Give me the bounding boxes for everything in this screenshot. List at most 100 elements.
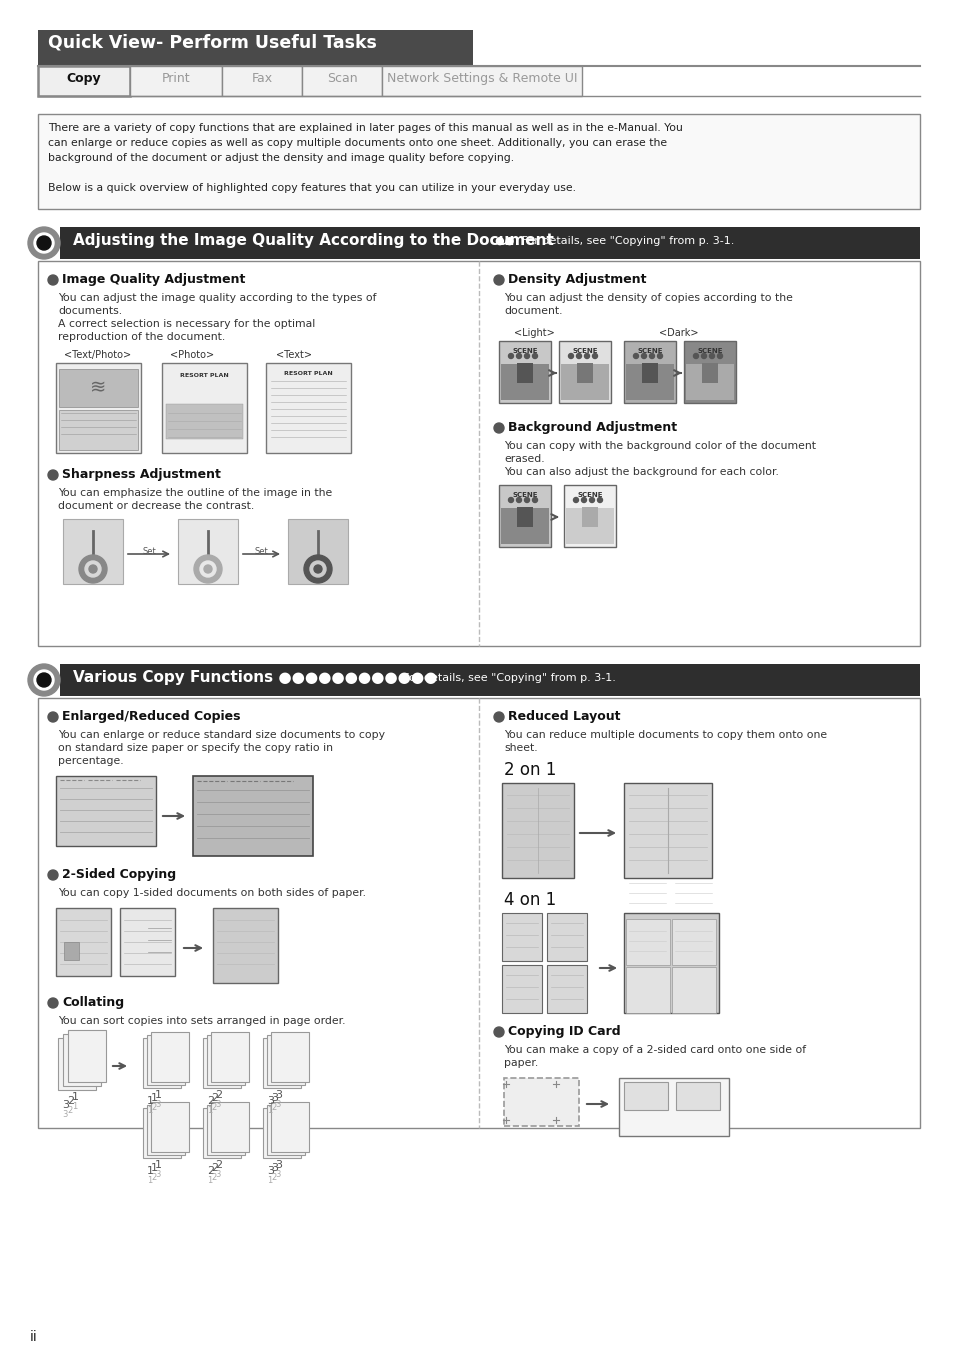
Text: RESORT PLAN: RESORT PLAN bbox=[179, 373, 228, 378]
Text: For details, see "Copying" from p. 3-1.: For details, see "Copying" from p. 3-1. bbox=[402, 674, 616, 683]
Bar bbox=[501, 965, 541, 1012]
Bar bbox=[38, 66, 130, 96]
Text: SCENE: SCENE bbox=[512, 491, 537, 498]
Bar bbox=[701, 363, 718, 383]
Text: 1: 1 bbox=[151, 1094, 158, 1103]
Text: 3: 3 bbox=[214, 1100, 220, 1108]
Text: You can sort copies into sets arranged in page order.: You can sort copies into sets arranged i… bbox=[58, 1017, 345, 1026]
Text: 2: 2 bbox=[207, 1096, 213, 1106]
Bar bbox=[211, 1031, 249, 1081]
Text: Various Copy Functions ●●●●●●●●●●●●: Various Copy Functions ●●●●●●●●●●●● bbox=[73, 670, 436, 684]
Circle shape bbox=[576, 354, 581, 359]
Text: 3: 3 bbox=[62, 1110, 68, 1119]
Text: You can reduce multiple documents to copy them onto one: You can reduce multiple documents to cop… bbox=[503, 730, 826, 740]
Circle shape bbox=[592, 354, 597, 359]
Bar bbox=[64, 942, 79, 960]
Circle shape bbox=[516, 354, 521, 359]
Circle shape bbox=[204, 566, 212, 572]
Bar bbox=[38, 698, 919, 1129]
Text: 2: 2 bbox=[67, 1106, 72, 1115]
Text: 1: 1 bbox=[267, 1106, 272, 1115]
Text: 2-Sided Copying: 2-Sided Copying bbox=[62, 868, 176, 882]
Text: 2: 2 bbox=[207, 1166, 213, 1176]
Circle shape bbox=[568, 354, 573, 359]
Bar bbox=[625, 364, 673, 400]
Bar bbox=[56, 909, 111, 976]
Text: sheet.: sheet. bbox=[503, 743, 537, 753]
Bar bbox=[498, 342, 551, 404]
Circle shape bbox=[89, 566, 97, 572]
Text: SCENE: SCENE bbox=[572, 348, 598, 354]
Bar bbox=[671, 967, 716, 1012]
Bar bbox=[143, 1108, 181, 1158]
Text: 3: 3 bbox=[214, 1170, 220, 1179]
Text: can enlarge or reduce copies as well as copy multiple documents onto one sheet. : can enlarge or reduce copies as well as … bbox=[48, 138, 666, 148]
Bar bbox=[60, 664, 919, 697]
Circle shape bbox=[494, 1027, 503, 1037]
Text: erased.: erased. bbox=[503, 454, 544, 464]
Bar bbox=[676, 1081, 720, 1110]
Bar bbox=[267, 1035, 305, 1085]
Bar bbox=[147, 1106, 185, 1156]
Bar bbox=[63, 1034, 101, 1085]
Circle shape bbox=[494, 275, 503, 285]
Bar bbox=[143, 1038, 181, 1088]
Text: 3: 3 bbox=[271, 1162, 277, 1173]
Circle shape bbox=[640, 354, 646, 359]
Text: 2: 2 bbox=[211, 1173, 216, 1183]
Circle shape bbox=[597, 498, 602, 502]
Bar bbox=[211, 1102, 249, 1152]
Bar bbox=[263, 1108, 301, 1158]
Text: 3: 3 bbox=[274, 1160, 282, 1170]
Text: You can adjust the image quality according to the types of: You can adjust the image quality accordi… bbox=[58, 293, 376, 302]
Circle shape bbox=[494, 711, 503, 722]
Text: 1: 1 bbox=[147, 1166, 153, 1176]
Bar bbox=[501, 783, 574, 878]
Bar bbox=[59, 410, 138, 450]
Bar bbox=[546, 965, 586, 1012]
Text: SCENE: SCENE bbox=[577, 491, 602, 498]
Bar bbox=[222, 66, 302, 96]
Bar bbox=[207, 1106, 245, 1156]
Text: 1: 1 bbox=[147, 1106, 152, 1115]
Circle shape bbox=[314, 566, 322, 572]
Text: 3: 3 bbox=[274, 1089, 282, 1100]
Text: 2: 2 bbox=[67, 1096, 74, 1106]
Text: 3: 3 bbox=[267, 1096, 274, 1106]
Text: You can also adjust the background for each color.: You can also adjust the background for e… bbox=[503, 467, 778, 477]
Text: Collating: Collating bbox=[62, 996, 124, 1008]
Text: <Light>: <Light> bbox=[513, 328, 554, 338]
Bar bbox=[38, 261, 919, 647]
Bar bbox=[203, 1108, 241, 1158]
Bar bbox=[38, 113, 919, 209]
Bar bbox=[166, 404, 243, 439]
Text: 1: 1 bbox=[71, 1102, 77, 1111]
Text: 1: 1 bbox=[154, 1160, 162, 1170]
Circle shape bbox=[584, 354, 589, 359]
Text: 2 on 1: 2 on 1 bbox=[503, 761, 556, 779]
Text: ≋: ≋ bbox=[90, 378, 106, 397]
Text: Fax: Fax bbox=[252, 72, 273, 85]
Text: ii: ii bbox=[30, 1330, 38, 1345]
Bar bbox=[266, 363, 351, 454]
Bar bbox=[501, 913, 541, 961]
Circle shape bbox=[700, 354, 706, 359]
Circle shape bbox=[508, 498, 513, 502]
Text: 2: 2 bbox=[271, 1103, 276, 1112]
Text: on standard size paper or specify the copy ratio in: on standard size paper or specify the co… bbox=[58, 743, 333, 753]
Text: Density Adjustment: Density Adjustment bbox=[507, 273, 646, 286]
Bar bbox=[558, 342, 610, 404]
Text: You can copy with the background color of the document: You can copy with the background color o… bbox=[503, 441, 815, 451]
Bar bbox=[151, 1031, 189, 1081]
Text: document.: document. bbox=[503, 306, 562, 316]
Circle shape bbox=[649, 354, 654, 359]
Text: Network Settings & Remote UI: Network Settings & Remote UI bbox=[386, 72, 577, 85]
Bar bbox=[147, 1035, 185, 1085]
Circle shape bbox=[717, 354, 721, 359]
Circle shape bbox=[48, 470, 58, 481]
Circle shape bbox=[48, 711, 58, 722]
Text: 3: 3 bbox=[271, 1094, 277, 1103]
Text: Copy: Copy bbox=[67, 72, 101, 85]
Bar bbox=[623, 913, 719, 1012]
Bar bbox=[685, 364, 733, 400]
